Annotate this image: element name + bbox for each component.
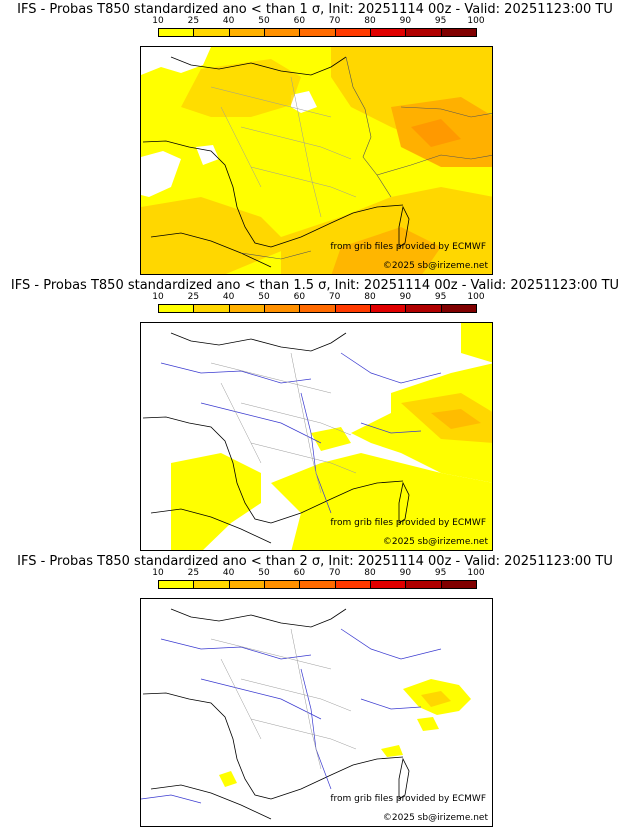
colorbar-tick-label: 80 <box>364 568 376 578</box>
copyright-credit: ©2025 sb@irizeme.net <box>382 261 488 271</box>
colorbar-swatch <box>405 28 442 37</box>
colorbar-swatch <box>334 304 371 313</box>
colorbar-swatch <box>370 28 407 37</box>
colorbar <box>158 304 477 313</box>
colorbar-swatch <box>440 304 477 313</box>
colorbar-tick-label: 60 <box>293 568 306 578</box>
colorbar-tick-label: 25 <box>187 568 200 578</box>
data-source-credit: from grib files provided by ECMWF <box>330 794 486 804</box>
colorbar-tick-label: 40 <box>222 568 235 578</box>
colorbar <box>158 28 477 37</box>
colorbar-tick-label: 100 <box>467 568 485 578</box>
copyright-credit: ©2025 sb@irizeme.net <box>382 537 488 547</box>
colorbar-swatch <box>334 580 371 589</box>
colorbar-tick-label: 50 <box>258 16 270 26</box>
colorbar-swatch <box>440 28 477 37</box>
colorbar-swatch <box>405 580 442 589</box>
colorbar-tick-label: 70 <box>328 292 341 302</box>
colorbar-tick-label: 80 <box>364 292 376 302</box>
colorbar-tick-label: 50 <box>258 292 270 302</box>
colorbar-swatch <box>228 28 265 37</box>
colorbar-swatch <box>158 304 195 313</box>
colorbar-tick-label: 90 <box>399 16 412 26</box>
panel-1-5-sigma: IFS - Probas T850 standardized ano < tha… <box>0 276 630 552</box>
colorbar-tick-label: 50 <box>258 568 270 578</box>
copyright-credit: ©2025 sb@irizeme.net <box>382 813 488 823</box>
colorbar-swatch <box>334 28 371 37</box>
colorbar-tick-label: 40 <box>222 16 235 26</box>
colorbar-tick-label: 70 <box>328 16 341 26</box>
colorbar-tick-label: 100 <box>467 292 485 302</box>
panel-title: IFS - Probas T850 standardized ano < tha… <box>17 554 613 569</box>
colorbar-tick-label: 25 <box>187 16 200 26</box>
colorbar-tick-label: 10 <box>152 16 164 26</box>
colorbar-tick-label: 90 <box>399 568 412 578</box>
colorbar-tick-label: 70 <box>328 568 341 578</box>
map: from grib files provided by ECMWF ©2025 … <box>140 322 493 551</box>
colorbar-tick-label: 80 <box>364 16 376 26</box>
colorbar-swatch <box>299 580 336 589</box>
colorbar-swatch <box>370 580 407 589</box>
colorbar-swatch <box>228 304 265 313</box>
panel-title: IFS - Probas T850 standardized ano < tha… <box>10 278 620 293</box>
colorbar-tick-label: 95 <box>434 292 447 302</box>
colorbar-tick-label: 10 <box>152 568 164 578</box>
probability-map <box>141 47 492 274</box>
colorbar-swatch <box>228 580 265 589</box>
colorbar <box>158 580 477 589</box>
colorbar-swatch <box>264 580 301 589</box>
colorbar-tick-label: 40 <box>222 292 235 302</box>
colorbar-swatch <box>299 28 336 37</box>
colorbar-tick-label: 60 <box>293 292 306 302</box>
colorbar-tick-label: 95 <box>434 16 447 26</box>
panel-title: IFS - Probas T850 standardized ano < tha… <box>17 2 613 17</box>
colorbar-swatch <box>158 580 195 589</box>
probability-map <box>141 599 492 826</box>
colorbar-tick-label: 100 <box>467 16 485 26</box>
colorbar-tick-label: 10 <box>152 292 164 302</box>
colorbar-tick-label: 25 <box>187 292 200 302</box>
probability-map <box>141 323 492 550</box>
panel-2-sigma: IFS - Probas T850 standardized ano < tha… <box>0 552 630 828</box>
colorbar-swatch <box>193 580 230 589</box>
colorbar-swatch <box>264 304 301 313</box>
colorbar-swatch <box>299 304 336 313</box>
map: from grib files provided by ECMWF ©2025 … <box>140 598 493 827</box>
colorbar-swatch <box>370 304 407 313</box>
colorbar-tick-label: 60 <box>293 16 306 26</box>
panel-1-sigma: IFS - Probas T850 standardized ano < tha… <box>0 0 630 276</box>
colorbar-swatch <box>193 304 230 313</box>
colorbar-swatch <box>264 28 301 37</box>
colorbar-tick-label: 90 <box>399 292 412 302</box>
colorbar-swatch <box>440 580 477 589</box>
colorbar-tick-label: 95 <box>434 568 447 578</box>
colorbar-swatch <box>158 28 195 37</box>
colorbar-swatch <box>405 304 442 313</box>
data-source-credit: from grib files provided by ECMWF <box>330 518 486 528</box>
colorbar-swatch <box>193 28 230 37</box>
data-source-credit: from grib files provided by ECMWF <box>330 242 486 252</box>
map: from grib files provided by ECMWF ©2025 … <box>140 46 493 275</box>
